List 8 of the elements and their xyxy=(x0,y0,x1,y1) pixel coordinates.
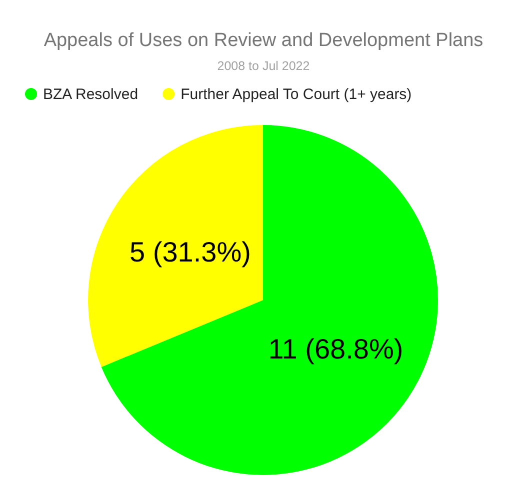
legend-label: Further Appeal To Court (1+ years) xyxy=(180,86,412,103)
legend-label: BZA Resolved xyxy=(43,86,138,103)
chart-title: Appeals of Uses on Review and Development Plans xyxy=(44,30,484,51)
data-label: 11 (68.8%) xyxy=(268,334,404,365)
pie-slice xyxy=(101,125,438,475)
data-label: 5 (31.3%) xyxy=(130,236,251,268)
pie-slice xyxy=(88,125,263,367)
chart-subtitle: 2008 to Jul 2022 xyxy=(217,59,310,73)
